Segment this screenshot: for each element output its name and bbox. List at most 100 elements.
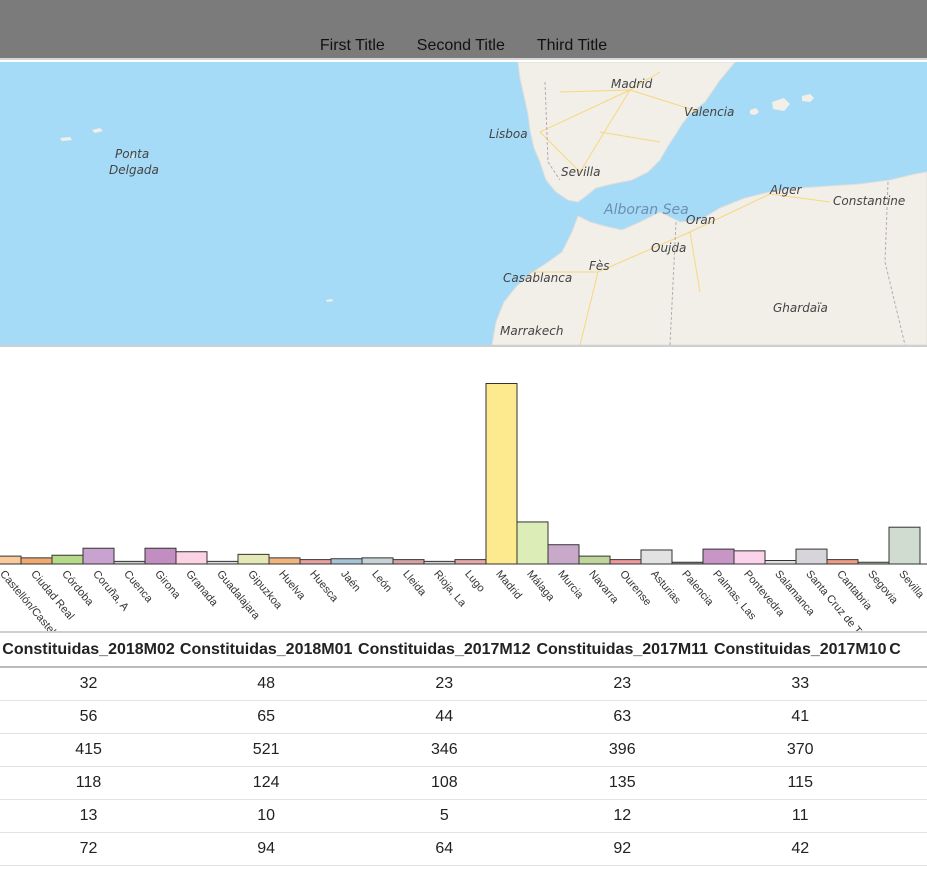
- bar[interactable]: [144, 547, 177, 565]
- map-canvas[interactable]: Madrid Valencia Lisboa Sevilla Ponta Del…: [0, 62, 927, 345]
- top-navigation-bar: First Title Second Title Third Title: [0, 0, 927, 60]
- bar[interactable]: [392, 559, 425, 565]
- table-cell: 108: [355, 766, 534, 800]
- column-header[interactable]: Constituidas_2018M01: [177, 633, 356, 668]
- bar[interactable]: [330, 558, 363, 565]
- table-cell: 63: [533, 700, 712, 734]
- map-label-oujda: Oujda: [651, 241, 686, 255]
- table-cell: 64: [355, 832, 534, 866]
- table-cell: 521: [177, 733, 356, 767]
- table-header-row: Constituidas_2018M02 Constituidas_2018M0…: [0, 633, 927, 668]
- road-network: [530, 71, 831, 345]
- map-view[interactable]: Madrid Valencia Lisboa Sevilla Ponta Del…: [0, 62, 927, 347]
- x-tick-label: Navarra: [586, 568, 621, 606]
- bar[interactable]: [175, 551, 208, 565]
- table-cell: 13: [0, 799, 178, 833]
- table-cell: 32: [0, 667, 178, 701]
- map-label-ghardaia: Ghardaïa: [773, 301, 828, 315]
- map-label-sevilla: Sevilla: [561, 165, 600, 179]
- table-cell: 41: [711, 700, 890, 734]
- bar[interactable]: [361, 557, 394, 565]
- table-cell: 124: [177, 766, 356, 800]
- table-cell: 135: [533, 766, 712, 800]
- table-cell: 94: [177, 832, 356, 866]
- x-tick-label: Girona: [152, 568, 183, 602]
- madeira-island: [326, 299, 333, 302]
- bar[interactable]: [454, 559, 487, 565]
- x-tick-label: Huelva: [276, 568, 308, 603]
- bar[interactable]: [826, 559, 859, 565]
- data-table: Constituidas_2018M02 Constituidas_2018M0…: [0, 633, 927, 866]
- data-table-container[interactable]: Constituidas_2018M02 Constituidas_2018M0…: [0, 631, 927, 882]
- bar[interactable]: [82, 547, 115, 565]
- map-label-constantine: Constantine: [833, 194, 905, 208]
- x-tick-label: Madrid: [493, 568, 524, 601]
- bar[interactable]: [795, 548, 828, 565]
- map-label-oran: Oran: [686, 213, 715, 227]
- bar[interactable]: [516, 521, 549, 565]
- bar[interactable]: [237, 553, 270, 565]
- table-cell: [889, 766, 927, 800]
- table-cell: 415: [0, 733, 178, 767]
- map-label-lisboa: Lisboa: [489, 127, 528, 141]
- map-label-delgada: Delgada: [109, 163, 159, 177]
- table-row: 13 10 5 12 11: [0, 799, 927, 833]
- x-tick-label: León: [369, 568, 394, 594]
- bar[interactable]: [702, 548, 735, 565]
- north-africa-landmass: [491, 171, 927, 345]
- borders: [544, 81, 906, 345]
- table-cell: 10: [177, 799, 356, 833]
- bar[interactable]: [51, 554, 84, 565]
- bar[interactable]: [268, 557, 301, 565]
- bar[interactable]: [764, 559, 797, 565]
- table-row: 118 124 108 135 115: [0, 766, 927, 800]
- column-header[interactable]: Constituidas_2017M10: [711, 633, 890, 668]
- bar[interactable]: [888, 526, 921, 565]
- tab-third-title[interactable]: Third Title: [536, 37, 608, 54]
- bar[interactable]: [547, 544, 580, 565]
- map-label-alger: Alger: [769, 183, 803, 197]
- tab-second-title[interactable]: Second Title: [416, 37, 505, 54]
- table-cell: 12: [533, 799, 712, 833]
- bar[interactable]: [640, 549, 673, 565]
- tab-first-title[interactable]: First Title: [319, 37, 385, 54]
- bar[interactable]: [485, 383, 518, 565]
- table-row: 72 94 64 92 42: [0, 832, 927, 866]
- table-row: 415 521 346 396 370: [0, 733, 927, 767]
- bar[interactable]: [733, 550, 766, 565]
- x-tick-label: Ourense: [617, 568, 653, 608]
- table-cell: [889, 832, 927, 866]
- bar[interactable]: [299, 559, 332, 565]
- map-label-ponta: Ponta: [115, 147, 149, 161]
- table-cell: 23: [355, 667, 534, 701]
- iberia-landmass: [517, 62, 736, 203]
- column-header[interactable]: Constituidas_2018M02: [0, 633, 178, 668]
- x-tick-label: Huesca: [307, 568, 341, 605]
- table-cell: 11: [711, 799, 890, 833]
- table-cell: 44: [355, 700, 534, 734]
- table-cell: 370: [711, 733, 890, 767]
- map-label-madrid: Madrid: [611, 77, 653, 91]
- x-tick-label: Sevilla: [896, 568, 927, 601]
- x-tick-label: Jaén: [338, 568, 363, 594]
- column-header[interactable]: C: [889, 633, 927, 668]
- x-tick-label: Lleida: [400, 568, 429, 599]
- bar[interactable]: [0, 555, 22, 565]
- table-cell: 396: [533, 733, 712, 767]
- table-row: 32 48 23 23 33: [0, 667, 927, 701]
- table-cell: 65: [177, 700, 356, 734]
- table-cell: 23: [533, 667, 712, 701]
- bar[interactable]: [609, 559, 642, 565]
- column-header[interactable]: Constituidas_2017M11: [533, 633, 712, 668]
- table-cell: [889, 733, 927, 767]
- map-label-valencia: Valencia: [684, 105, 734, 119]
- bar[interactable]: [20, 557, 53, 565]
- balearic-islands: [750, 94, 814, 115]
- bar[interactable]: [578, 555, 611, 565]
- table-cell: 92: [533, 832, 712, 866]
- table-cell: 42: [711, 832, 890, 866]
- table-cell: 346: [355, 733, 534, 767]
- column-header[interactable]: Constituidas_2017M12: [355, 633, 534, 668]
- table-cell: [889, 799, 927, 833]
- table-cell: 72: [0, 832, 178, 866]
